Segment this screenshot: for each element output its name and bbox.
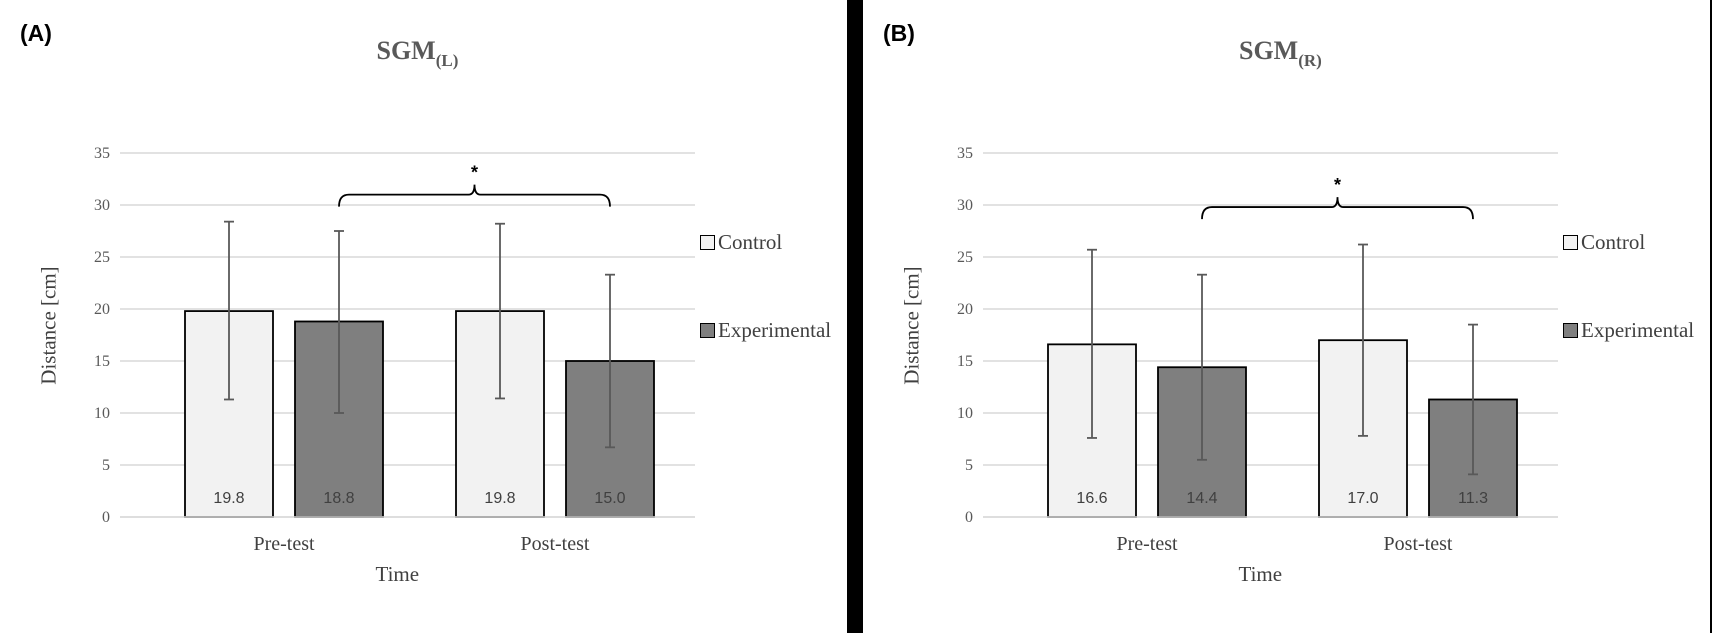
chart-right-svg: 0 5 10 15 20 25 30 35 16.6 14.4 Pre-test 17.0 11.3 Po… (957, 145, 1558, 555)
chart-title-main: SGM (1239, 36, 1299, 65)
significance-marker: * (471, 163, 478, 183)
data-label-exp: 14.4 (1186, 490, 1217, 507)
y-axis-title: Distance [cm] (36, 265, 61, 385)
y-tick-label: 10 (957, 405, 973, 422)
y-tick-label: 25 (957, 249, 973, 266)
data-label-ctl: 17.0 (1347, 490, 1378, 507)
legend-item-experimental: Experimental (1563, 316, 1694, 344)
legend-label-control: Control (718, 229, 783, 254)
y-tick-label: 15 (957, 353, 973, 370)
legend-swatch-experimental (700, 322, 715, 338)
y-tick-label: 10 (94, 405, 110, 422)
x-category-label: Pre-test (1116, 533, 1178, 555)
legend: Control Experimental (700, 228, 831, 404)
y-tick-label: 30 (94, 197, 110, 214)
x-axis-title: Time (375, 562, 420, 586)
chart-title-subscript: (R) (1298, 51, 1322, 70)
chart-title: SGM(L) (376, 36, 459, 70)
y-tick-label: 15 (94, 353, 110, 370)
significance-bracket (338, 184, 611, 207)
y-axis-title: Distance [cm] (899, 265, 924, 385)
chart-panel-left: 0 5 10 15 20 25 30 35 19.8 18.8 Pre-test 19.8 15.0 Po… (0, 0, 847, 633)
legend: Control Experimental (1563, 228, 1694, 404)
legend-item-control: Control (1563, 228, 1694, 256)
x-category-label: Pre-test (253, 533, 315, 555)
legend-swatch-control (1563, 234, 1578, 250)
data-label-ctl: 19.8 (213, 490, 244, 507)
x-axis-title: Time (1238, 562, 1283, 586)
legend-swatch-control (700, 234, 715, 250)
legend-item-experimental: Experimental (700, 316, 831, 344)
chart-left-svg: 0 5 10 15 20 25 30 35 19.8 18.8 Pre-test 19.8 15.0 Po… (94, 145, 695, 555)
y-tick-label: 35 (957, 145, 973, 162)
legend-swatch-experimental (1563, 322, 1578, 338)
significance-bracket (1201, 197, 1474, 220)
legend-label-experimental: Experimental (718, 317, 832, 342)
data-label-ctl: 16.6 (1076, 490, 1107, 507)
chart-title: SGM(R) (1239, 36, 1322, 70)
panel-label: (A) (20, 20, 52, 46)
y-tick-label: 20 (94, 301, 110, 318)
y-tick-label: 5 (102, 457, 110, 474)
y-tick-label: 20 (957, 301, 973, 318)
legend-label-control: Control (1581, 229, 1646, 254)
chart-title-main: SGM (376, 36, 436, 65)
data-label-exp: 18.8 (323, 490, 354, 507)
y-tick-label: 25 (94, 249, 110, 266)
data-label-ctl: 19.8 (484, 490, 515, 507)
chart-title-subscript: (L) (435, 51, 459, 70)
data-label-exp: 15.0 (594, 490, 625, 507)
y-tick-label: 5 (965, 457, 973, 474)
y-tick-label: 30 (957, 197, 973, 214)
x-category-label: Post-test (521, 533, 590, 555)
y-tick-label: 0 (102, 509, 110, 526)
legend-item-control: Control (700, 228, 831, 256)
y-tick-label: 35 (94, 145, 110, 162)
chart-panel-right: 0 5 10 15 20 25 30 35 16.6 14.4 Pre-test 17.0 11.3 Po… (863, 0, 1710, 633)
y-tick-label: 0 (965, 509, 973, 526)
panel-label: (B) (883, 20, 915, 46)
x-category-label: Post-test (1384, 533, 1453, 555)
significance-marker: * (1334, 175, 1341, 195)
data-label-exp: 11.3 (1458, 490, 1488, 507)
legend-label-experimental: Experimental (1581, 317, 1695, 342)
